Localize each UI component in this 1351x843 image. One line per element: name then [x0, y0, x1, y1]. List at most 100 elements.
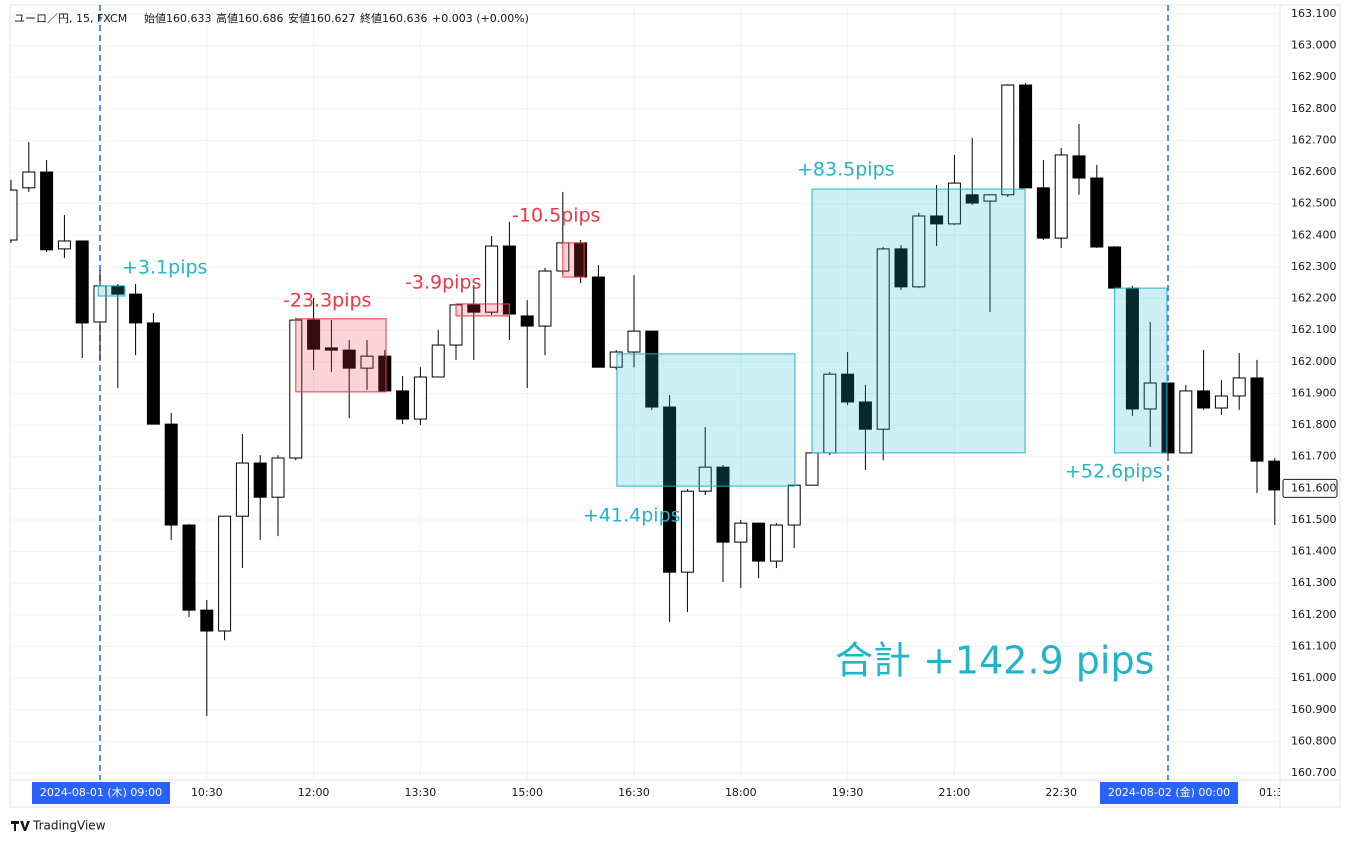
candle-body — [1036, 187, 1050, 239]
trade-label: +41.4pips — [583, 505, 681, 527]
candle-body — [930, 215, 944, 225]
y-tick-label: 163.000 — [1291, 38, 1337, 51]
y-tick-label: 160.900 — [1291, 703, 1337, 716]
y-tick-label: 161.000 — [1291, 671, 1337, 684]
y-tick-label: 160.800 — [1291, 734, 1337, 747]
candle-body — [1179, 390, 1193, 454]
x-tick-label: 21:00 — [939, 786, 971, 799]
total: 合計 +142.9 pips — [835, 639, 1154, 683]
trade-box — [455, 303, 510, 317]
y-tick-label: 161.500 — [1291, 513, 1337, 526]
candle-body — [1072, 155, 1086, 179]
close: 終値160.636 — [360, 11, 428, 25]
candle-body — [485, 245, 499, 313]
candle-body — [947, 182, 961, 225]
trade-label: -3.9pips — [405, 272, 481, 294]
candle-body — [218, 515, 232, 632]
candle-body — [698, 466, 712, 492]
symbol: ユーロ／円, 15, FXCM — [14, 12, 127, 25]
y-tick-label: 163.100 — [1291, 7, 1337, 20]
candle-body — [129, 293, 143, 324]
y-tick-label: 161.400 — [1291, 545, 1337, 558]
y-tick-label: 162.900 — [1291, 70, 1337, 83]
candle-body — [235, 462, 249, 517]
candle-body — [413, 376, 427, 420]
x-tick-label: 19:30 — [832, 786, 864, 799]
y-tick-label: 161.100 — [1291, 640, 1337, 653]
trade-box — [616, 353, 796, 487]
candle-body — [538, 270, 552, 327]
y-tick-label: 162.400 — [1291, 228, 1337, 241]
candle-body — [894, 248, 908, 288]
header: ユーロ／円, 15, FXCM 始値160.633 高値160.686 安値16… — [14, 11, 529, 25]
candle-body — [22, 171, 36, 189]
candle-body — [467, 304, 481, 313]
candle-body — [10, 189, 18, 241]
candle-body — [591, 276, 605, 368]
x-tick-label: 15:00 — [511, 786, 543, 799]
trade-label: +3.1pips — [122, 257, 207, 279]
candle-body — [520, 315, 534, 327]
y-tick-label: 161.200 — [1291, 608, 1337, 621]
candle-body — [645, 330, 659, 408]
candle-body — [431, 344, 445, 378]
y-tick-label: 162.200 — [1291, 292, 1337, 305]
x-tick-label: 12:00 — [298, 786, 330, 799]
candle-body — [1143, 382, 1157, 410]
candle-body — [1214, 395, 1228, 409]
candle-body — [1054, 154, 1068, 239]
brand: TradingView — [32, 819, 106, 833]
candle-body — [663, 406, 677, 573]
candle-body — [752, 522, 766, 562]
frame — [9, 4, 1341, 808]
y-tick-label: 162.800 — [1291, 102, 1337, 115]
y-tick-label: 162.100 — [1291, 323, 1337, 336]
candle-body — [858, 401, 872, 430]
trade-box — [295, 318, 387, 393]
x-tick-label: 22:30 — [1045, 786, 1077, 799]
high: 高値160.686 — [216, 11, 284, 25]
candle-body — [769, 524, 783, 562]
trade-label: +83.5pips — [797, 159, 895, 181]
y-tick-label: 162.500 — [1291, 197, 1337, 210]
candle-body — [200, 609, 214, 632]
candle-body — [1019, 84, 1033, 189]
candle-body — [1161, 382, 1175, 454]
candle-body — [1090, 177, 1104, 248]
candle-body — [396, 390, 410, 420]
candle-body — [680, 490, 694, 573]
candle-body — [378, 355, 392, 392]
candle-body — [965, 194, 979, 204]
candle-body — [271, 457, 285, 498]
x-tick-label: 01:30 — [1259, 786, 1291, 799]
x-tick-label: 13:30 — [405, 786, 437, 799]
candle-body — [40, 171, 54, 251]
date-highlight — [32, 782, 170, 804]
x-tick-label: 2024-08-01 (木) 09:00 — [40, 786, 162, 799]
change: +0.003 (+0.00%) — [432, 12, 529, 25]
trade-box — [562, 242, 585, 278]
candle-body — [182, 524, 196, 611]
y-tick-label: 162.700 — [1291, 133, 1337, 146]
y-tick-label: 162.000 — [1291, 355, 1337, 368]
y-tick-label: 161.900 — [1291, 386, 1337, 399]
x-tick-label: 18:00 — [725, 786, 757, 799]
candle-body — [164, 423, 178, 526]
trade-box — [97, 285, 126, 297]
candle-body — [75, 240, 89, 324]
candle-body — [841, 373, 855, 403]
x-tick-label: 10:30 — [191, 786, 223, 799]
trade-box — [1114, 287, 1168, 454]
trade-label: +52.6pips — [1065, 461, 1163, 483]
candle-body — [57, 240, 71, 250]
candle-body — [1232, 377, 1246, 397]
trade-label: -10.5pips — [512, 205, 600, 227]
plot — [10, 5, 1280, 780]
candle-body — [1001, 84, 1015, 196]
candle-body — [787, 484, 801, 526]
open: 始値160.633 — [144, 11, 212, 25]
candle-body — [360, 355, 374, 369]
axes: 160.700 160.800 160.900 161.000 161.100 161.2… — [32, 7, 1338, 804]
candle-body — [1108, 246, 1122, 289]
